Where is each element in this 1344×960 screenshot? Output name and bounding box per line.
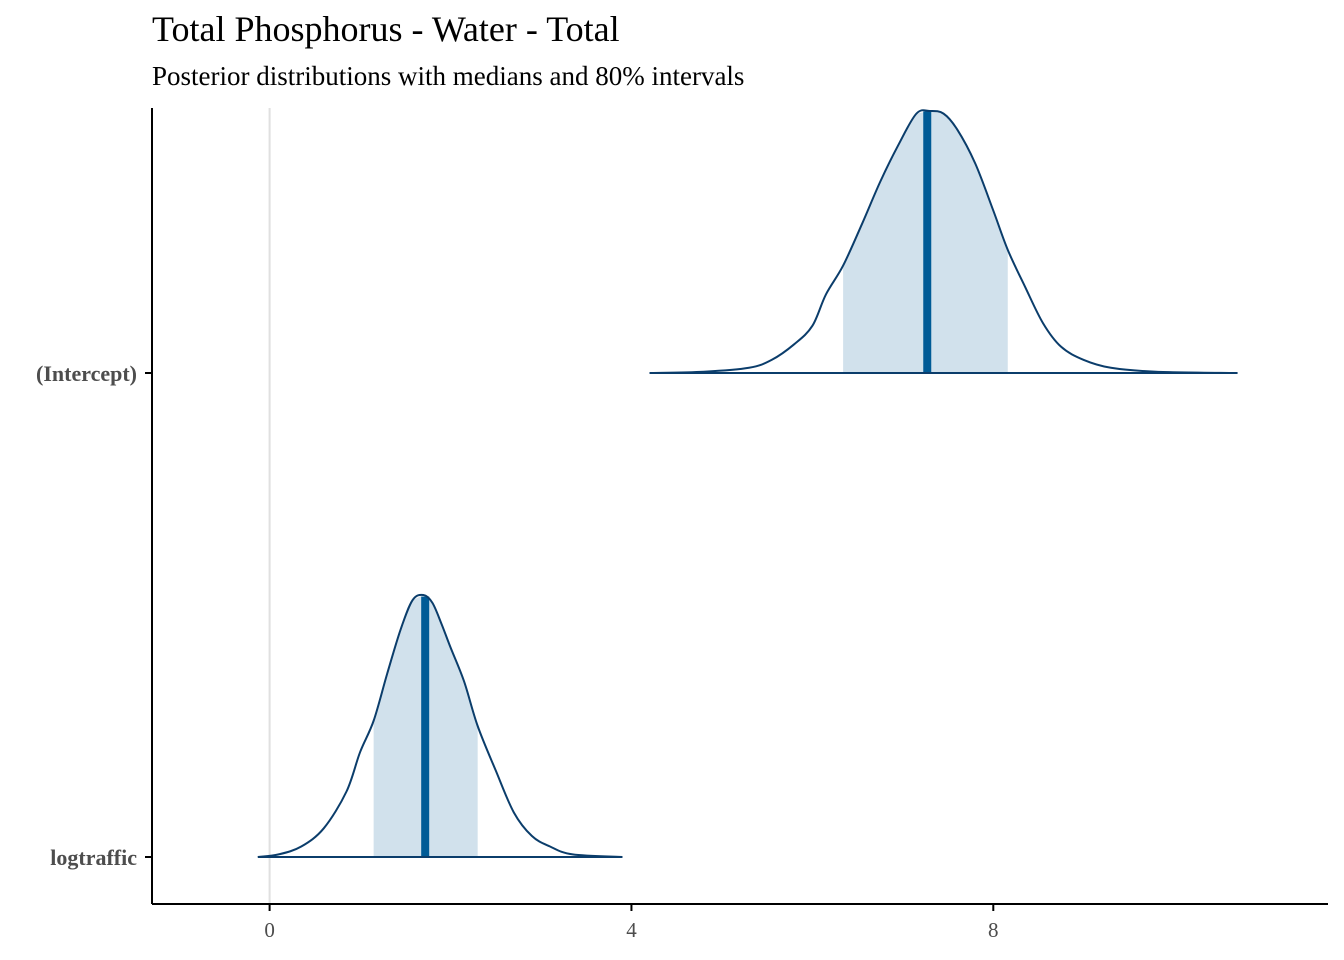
series-intercept — [649, 109, 1238, 374]
chart-subtitle: Posterior distributions with medians and… — [152, 61, 745, 91]
chart-title: Total Phosphorus - Water - Total — [152, 9, 620, 49]
y-tick-label: (Intercept) — [36, 361, 137, 386]
axis-layer: (Intercept) logtraffic 0 4 8 — [36, 361, 999, 942]
x-tick-label: 0 — [264, 918, 275, 942]
density-curve — [257, 593, 623, 858]
series-logtraffic — [257, 593, 623, 858]
density-curve — [649, 109, 1238, 374]
x-tick-label: 8 — [988, 918, 999, 942]
y-tick-label: logtraffic — [50, 845, 137, 870]
series-layer — [257, 109, 1238, 858]
x-tick-label: 4 — [626, 918, 637, 942]
